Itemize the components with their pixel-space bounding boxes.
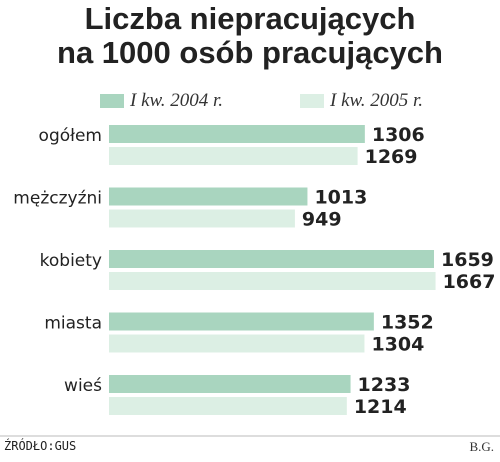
category-label: miasta: [44, 314, 102, 334]
legend-label-2004: I kw. 2004 r.: [130, 90, 224, 111]
value-label: 1269: [365, 146, 418, 168]
category-label: kobiety: [40, 251, 102, 271]
bar-2004: [109, 375, 351, 393]
author-initials: B.G.: [469, 439, 494, 454]
value-label: 1306: [372, 124, 425, 146]
value-label: 1667: [443, 271, 496, 293]
legend-swatch-2004: [100, 94, 124, 108]
bar-2004: [109, 250, 434, 268]
legend-item-2004: I kw. 2004 r.: [100, 90, 223, 112]
bar-2005: [109, 272, 436, 290]
bar-2004: [109, 125, 365, 143]
value-label: 1214: [354, 396, 407, 418]
value-label: 1352: [381, 312, 434, 334]
category-label: mężczyźni: [13, 189, 102, 209]
bar-2005: [109, 397, 347, 415]
value-label: 1304: [371, 334, 424, 356]
legend-label-2005: I kw. 2005 r.: [330, 90, 424, 111]
category-label: wieś: [64, 376, 102, 396]
value-label: 1233: [358, 374, 411, 396]
bar-2005: [109, 147, 358, 165]
legend-swatch-2005: [300, 94, 324, 108]
bar-2005: [109, 209, 295, 228]
bar-2005: [109, 334, 365, 353]
chart-title-line1: Liczba niepracujących: [84, 1, 416, 36]
value-label: 949: [302, 209, 342, 231]
legend: I kw. 2004 r. I kw. 2005 r.: [0, 90, 500, 112]
bar-2004: [109, 312, 374, 331]
value-label: 1013: [314, 187, 367, 209]
legend-item-2005: I kw. 2005 r.: [300, 90, 423, 112]
bar-2004: [109, 187, 308, 206]
chart-title-line2: na 1000 osób pracujących: [57, 35, 443, 70]
value-label: 1659: [441, 249, 494, 271]
chart-title: Liczba niepracujących na 1000 osób pracu…: [0, 2, 500, 70]
source-note: ŹRÓDŁO:GUS: [4, 439, 77, 453]
category-label: ogółem: [39, 126, 102, 146]
